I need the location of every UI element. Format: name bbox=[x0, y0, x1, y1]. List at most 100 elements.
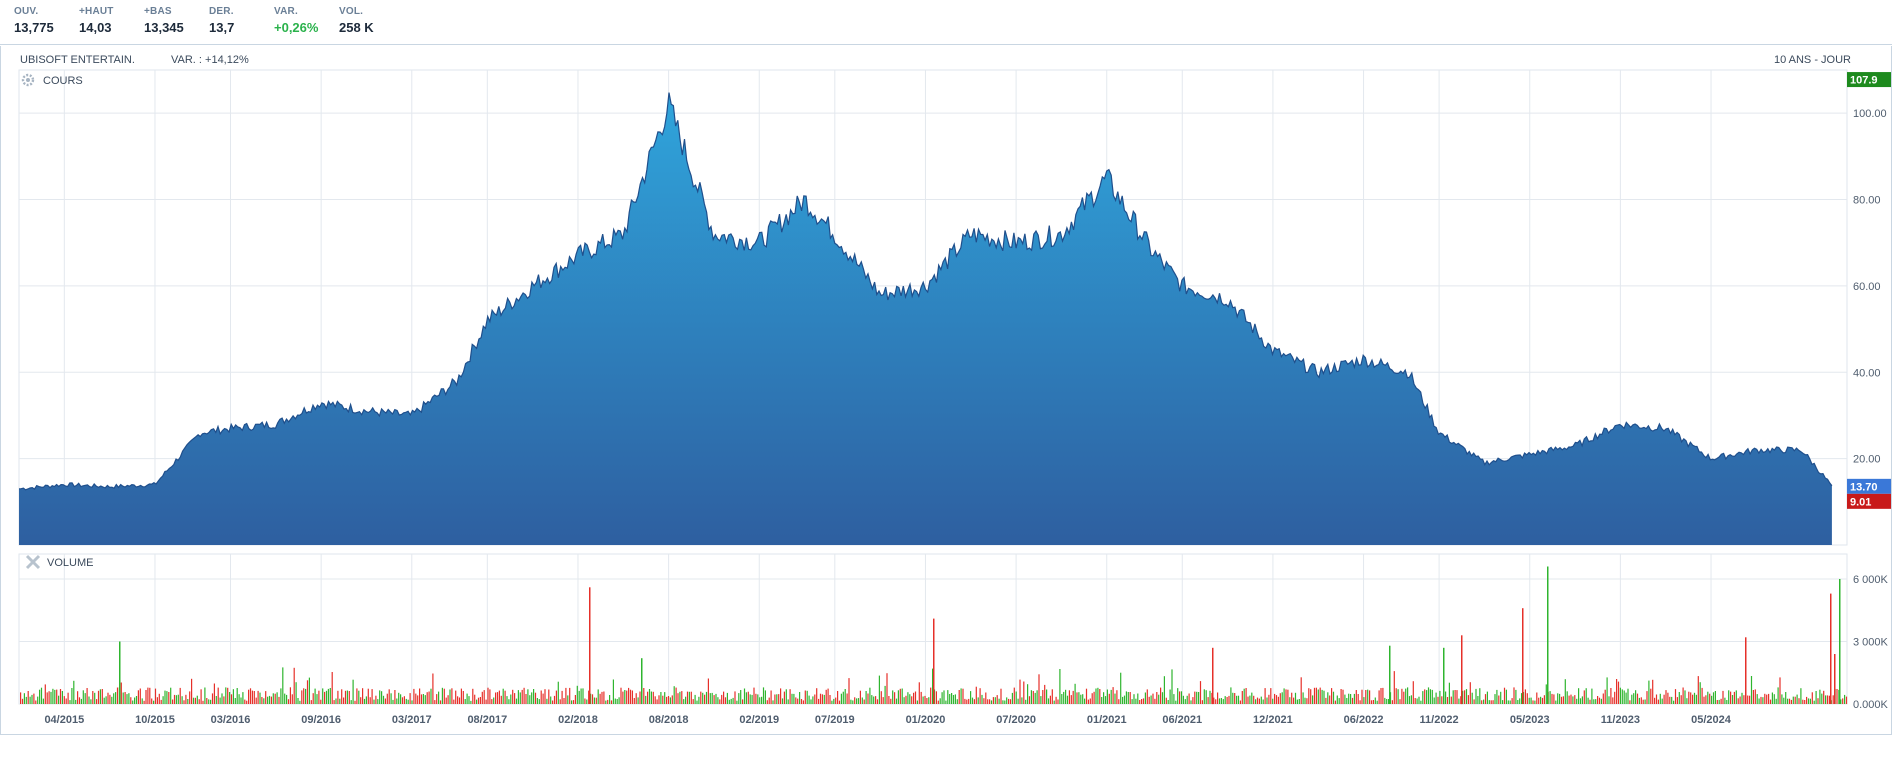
volume-bar bbox=[1243, 688, 1245, 704]
volume-bar bbox=[1819, 689, 1821, 704]
volume-bar bbox=[1464, 690, 1466, 704]
volume-bar bbox=[1188, 693, 1190, 704]
gear-icon[interactable] bbox=[21, 73, 35, 87]
volume-bar bbox=[71, 688, 73, 704]
volume-bar bbox=[1027, 684, 1029, 704]
volume-bar bbox=[1025, 699, 1027, 704]
volume-bar bbox=[166, 691, 168, 704]
volume-bar bbox=[48, 691, 50, 704]
volume-bar bbox=[571, 700, 573, 704]
volume-bar bbox=[1570, 694, 1572, 704]
volume-bar bbox=[1410, 695, 1412, 704]
volume-bar bbox=[362, 688, 364, 704]
volume-bar bbox=[1239, 700, 1241, 704]
volume-bar bbox=[42, 698, 44, 704]
volume-bar bbox=[1678, 692, 1680, 704]
volume-bar bbox=[1764, 693, 1766, 704]
volume-bar bbox=[1452, 690, 1454, 704]
volume-bar bbox=[660, 692, 662, 704]
volume-bar bbox=[1359, 700, 1361, 704]
volume-bar bbox=[1255, 699, 1257, 704]
cross-icon[interactable] bbox=[25, 554, 41, 570]
volume-bar bbox=[1669, 696, 1671, 704]
volume-bar bbox=[1205, 690, 1207, 704]
volume-bar bbox=[1310, 689, 1312, 704]
volume-bar bbox=[1122, 696, 1124, 704]
volume-bar bbox=[671, 695, 673, 704]
volume-bar bbox=[770, 690, 772, 704]
x-tick-label: 01/2021 bbox=[1087, 714, 1127, 726]
volume-bar bbox=[1703, 696, 1705, 704]
volume-bar bbox=[1388, 699, 1390, 704]
volume-bar bbox=[1395, 688, 1397, 704]
volume-bar bbox=[225, 687, 227, 704]
volume-bar bbox=[1608, 696, 1610, 704]
volume-bar bbox=[711, 692, 713, 704]
volume-bar bbox=[799, 692, 801, 704]
volume-bar bbox=[388, 689, 390, 704]
volume-bar bbox=[840, 693, 842, 704]
volume-bar bbox=[761, 696, 763, 704]
volume-bar bbox=[458, 697, 461, 704]
volume-bar bbox=[776, 694, 778, 704]
volume-bar bbox=[1237, 695, 1240, 704]
volume-bar bbox=[990, 700, 993, 704]
volume-bar bbox=[1260, 696, 1262, 704]
volume-bar bbox=[1431, 689, 1433, 704]
volume-bar bbox=[1635, 690, 1637, 704]
volume-bar bbox=[1266, 697, 1268, 704]
volume-bar bbox=[768, 697, 770, 704]
volume-bar bbox=[379, 690, 381, 704]
volume-bar bbox=[287, 699, 290, 704]
volume-bar bbox=[1697, 676, 1699, 704]
volume-bar bbox=[436, 694, 438, 704]
volume-bar bbox=[1631, 694, 1633, 704]
volume-bar bbox=[593, 697, 595, 704]
volume-bar bbox=[1287, 689, 1289, 704]
stock-chart[interactable]: 04/2015 10/2015 03/2016 09/2016 03/2017 08/20… bbox=[1, 46, 1891, 734]
volume-bar bbox=[818, 698, 820, 704]
volume-bar bbox=[1625, 692, 1627, 704]
volume-bar bbox=[607, 699, 609, 704]
volume-bar bbox=[367, 688, 369, 704]
volume-bar bbox=[341, 689, 343, 704]
volume-bar bbox=[477, 697, 480, 704]
period-variation[interactable]: VAR. : +14,12% bbox=[171, 54, 249, 66]
volume-bar bbox=[753, 687, 755, 704]
volume-bar bbox=[1139, 700, 1141, 704]
volume-bar bbox=[610, 700, 613, 704]
volume-bar bbox=[557, 681, 559, 704]
volume-bar bbox=[1733, 691, 1735, 704]
volume-bar bbox=[846, 693, 848, 704]
volume-bar bbox=[1186, 695, 1188, 704]
badge-bg bbox=[1847, 72, 1891, 88]
price-y-tick-label: 20.00 bbox=[1853, 454, 1881, 466]
volume-bar bbox=[192, 697, 195, 704]
volume-bar bbox=[1693, 692, 1696, 704]
volume-bar bbox=[888, 696, 890, 704]
volume-bar bbox=[1074, 683, 1076, 704]
volume-bar bbox=[1479, 688, 1481, 704]
volume-bar bbox=[1344, 694, 1346, 704]
volume-bar bbox=[810, 699, 812, 704]
volume-bar bbox=[901, 688, 903, 704]
volume-bar bbox=[143, 700, 145, 704]
volume-bar bbox=[1268, 694, 1270, 704]
volume-bar bbox=[954, 694, 956, 704]
volume-bar bbox=[1331, 688, 1333, 704]
volume-bar bbox=[1294, 692, 1297, 704]
volume-bar bbox=[194, 697, 196, 704]
volume-bar bbox=[360, 697, 362, 704]
volume-bar bbox=[1507, 700, 1509, 704]
period-selector[interactable]: 10 ANS - JOUR bbox=[1773, 54, 1851, 66]
volume-bar bbox=[1695, 694, 1697, 704]
volume-bar bbox=[276, 692, 278, 704]
volume-bar bbox=[1279, 693, 1281, 704]
volume-bar bbox=[531, 692, 533, 704]
volume-bar bbox=[538, 699, 540, 704]
volume-bar bbox=[21, 698, 24, 704]
volume-bar bbox=[1566, 691, 1568, 704]
volume-bar bbox=[1701, 687, 1703, 704]
volume-bar bbox=[1055, 696, 1057, 704]
volume-bar bbox=[723, 691, 725, 704]
